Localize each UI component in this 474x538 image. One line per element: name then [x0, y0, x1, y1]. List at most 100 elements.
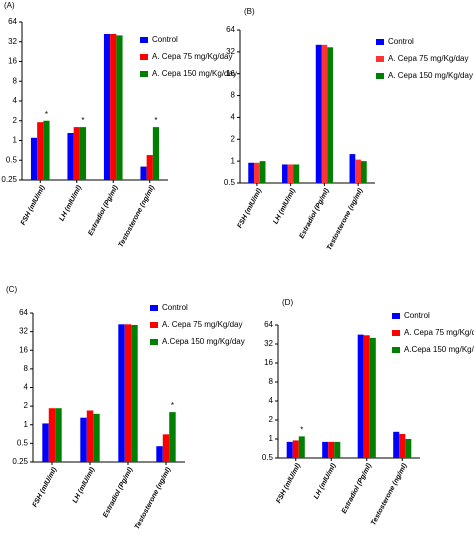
legend-label: Control [388, 37, 414, 46]
bar [282, 164, 288, 183]
bar [248, 162, 255, 183]
y-tick-label: 2 [13, 116, 18, 125]
bar [37, 122, 44, 180]
x-tick-label: Testosterone (ng/ml) [134, 466, 173, 531]
y-tick-label: 8 [24, 364, 29, 373]
significance-marker: * [81, 116, 84, 125]
legend-label: A. Cepa 75 mg/Kg/day [152, 52, 233, 61]
bar [30, 137, 38, 180]
significance-marker: * [300, 425, 303, 434]
legend-label: A. Cepa 150 mg/Kg/day [152, 69, 237, 78]
legend-swatch [376, 73, 384, 79]
x-tick-label: Testosterone (ng/ml) [118, 184, 157, 249]
bar [169, 412, 176, 462]
x-tick-label: LH (mIU/ml) [59, 184, 84, 223]
bar [73, 127, 80, 180]
y-tick-label: 64 [8, 17, 17, 26]
legend-label: A.Cepa 150 mg/Kg/day [162, 337, 245, 346]
legend-swatch [140, 37, 148, 43]
legend-swatch [150, 305, 158, 311]
y-tick-label: 0.25 [12, 457, 28, 466]
x-tick-label: LH (mIU/ml) [272, 187, 297, 226]
bar [363, 335, 370, 458]
bar [298, 436, 305, 458]
panel-label: (A) [4, 1, 15, 10]
panel-label: (C) [6, 285, 17, 294]
significance-marker: * [154, 116, 157, 125]
bar [357, 334, 364, 458]
y-tick-label: 16 [264, 358, 273, 367]
bar [146, 155, 153, 180]
y-tick-label: 32 [226, 47, 235, 56]
y-tick-label: 8 [269, 377, 274, 386]
panel-label: (B) [244, 7, 255, 16]
legend-label: A. Cepa 75 mg/Kg/day [162, 320, 243, 329]
panel-label: (D) [282, 298, 293, 307]
y-tick-label: 4 [13, 96, 18, 105]
legend-swatch [376, 56, 384, 62]
legend-label: A. Cepa 150 mg/Kg/day [388, 71, 473, 80]
y-tick-label: 2 [269, 415, 274, 424]
bar [118, 324, 125, 462]
bar [162, 434, 170, 462]
bar [79, 127, 87, 180]
bar [369, 337, 376, 458]
significance-marker: * [45, 110, 48, 119]
bar [80, 417, 87, 462]
y-tick-label: 1 [269, 434, 274, 443]
bar [48, 408, 56, 462]
bar [152, 127, 160, 180]
legend-label: Control [152, 35, 178, 44]
bar [328, 441, 335, 458]
bar [55, 408, 62, 462]
y-tick-label: 64 [19, 308, 28, 317]
bar [131, 324, 138, 462]
bar [43, 120, 50, 180]
legend-label: A. Cepa 75 mg/Kg/day [404, 328, 474, 337]
bar [405, 439, 412, 458]
y-tick-label: 32 [8, 37, 17, 46]
y-tick-label: 2 [231, 134, 236, 143]
y-tick-label: 1 [24, 420, 29, 429]
y-tick-label: 8 [13, 76, 18, 85]
x-tick-label: Estradiol (Pg/ml) [87, 184, 120, 237]
bar [399, 434, 406, 458]
significance-marker: * [171, 401, 174, 410]
x-tick-label: Testosterone (ng/ml) [326, 187, 365, 252]
bar [140, 166, 147, 180]
y-tick-label: 16 [19, 345, 28, 354]
bar [286, 441, 293, 458]
bar [360, 161, 367, 183]
y-tick-label: 64 [264, 320, 273, 329]
bar [67, 133, 74, 180]
y-tick-label: 2 [24, 401, 29, 410]
bar [259, 161, 266, 183]
legend-label: Control [162, 303, 188, 312]
bar [124, 324, 132, 462]
bar [254, 162, 260, 183]
bar [355, 159, 361, 183]
y-tick-label: 8 [231, 91, 236, 100]
bar [292, 440, 299, 458]
y-tick-label: 32 [264, 339, 273, 348]
bar [156, 446, 163, 462]
x-tick-label: FSH (mIU/ml) [32, 466, 59, 509]
bar [349, 154, 356, 183]
legend-swatch [150, 339, 158, 345]
bar [293, 164, 300, 183]
x-tick-label: FSH (mIU/ml) [20, 184, 47, 227]
y-tick-label: 0.5 [17, 438, 29, 447]
bar [42, 423, 49, 462]
legend-label: A.Cepa 150 mg/Kg/day [404, 345, 474, 354]
x-tick-label: Estradiol (Pg/ml) [102, 466, 135, 519]
legend-swatch [140, 54, 148, 60]
bar [321, 44, 328, 184]
y-tick-label: 1 [231, 156, 236, 165]
bar [322, 441, 329, 458]
bar [327, 47, 333, 184]
x-tick-label: LH (mIU/ml) [72, 466, 97, 505]
legend-swatch [376, 39, 384, 45]
x-tick-label: Testosterone (ng/ml) [370, 462, 409, 527]
y-tick-label: 64 [226, 25, 235, 34]
legend-label: A. Cepa 75 mg/Kg/day [388, 54, 469, 63]
